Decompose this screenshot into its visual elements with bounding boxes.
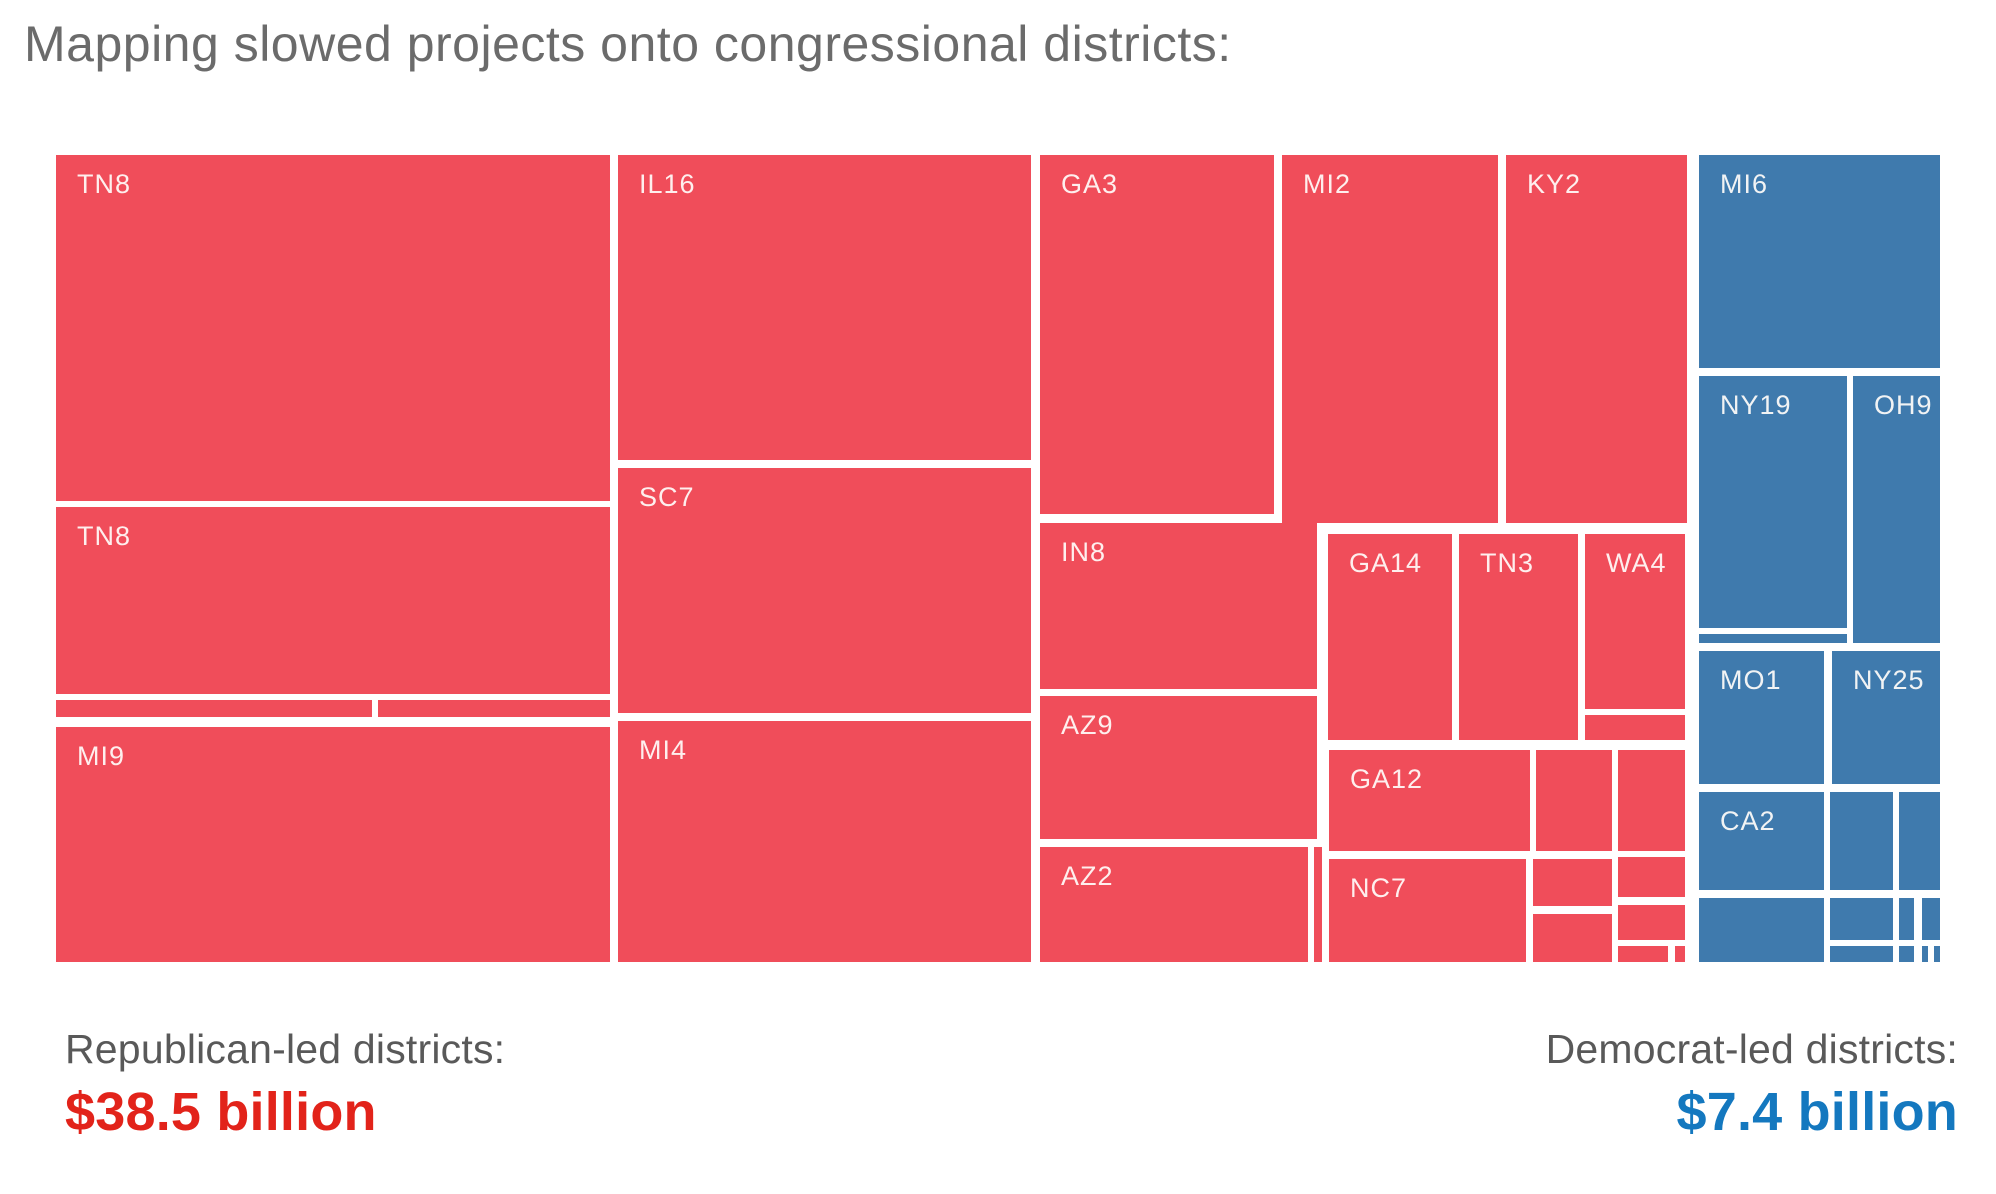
treemap-cell-unlabeled-20 <box>1536 750 1612 851</box>
treemap-cell-unlabeled-39 <box>1830 898 1893 940</box>
treemap-cell-ca2-35: CA2 <box>1699 792 1824 890</box>
treemap-cell-label: CA2 <box>1720 806 1776 836</box>
treemap-cell-mi9-4: MI9 <box>56 727 610 962</box>
treemap-cell-unlabeled-24 <box>1533 914 1612 962</box>
treemap-cell-label: NY25 <box>1853 665 1925 695</box>
treemap-cell-label: SC7 <box>639 482 695 512</box>
treemap-cell-ny25-34: NY25 <box>1832 651 1940 784</box>
republican-total-value: $38.5 billion <box>65 1082 377 1143</box>
treemap-cell-tn8-1: TN8 <box>56 507 610 694</box>
treemap-cell-label: IL16 <box>639 169 696 199</box>
democrat-total-value: $7.4 billion <box>1676 1082 1958 1143</box>
treemap-cell-label: IN8 <box>1061 537 1107 567</box>
treemap-cell-label: TN3 <box>1480 548 1535 578</box>
treemap-cell-unlabeled-28 <box>1675 946 1685 962</box>
treemap-cell-unlabeled-27 <box>1618 946 1668 962</box>
treemap-cell-label: MI6 <box>1720 169 1769 199</box>
treemap-cell-il16-5: IL16 <box>618 155 1031 460</box>
treemap-cell-unlabeled-36 <box>1830 792 1893 890</box>
treemap-cell-mo1-33: MO1 <box>1699 651 1824 784</box>
treemap-cell-unlabeled-12 <box>1314 847 1322 962</box>
treemap-cell-ga12-19: GA12 <box>1329 750 1530 851</box>
treemap-cell-label: MI2 <box>1303 169 1352 199</box>
treemap-cell-unlabeled-37 <box>1899 792 1940 890</box>
treemap-cell-label: KY2 <box>1527 169 1582 199</box>
treemap-cell-unlabeled-31 <box>1699 634 1847 643</box>
treemap-cell-sc7-6: SC7 <box>618 468 1031 713</box>
treemap-cell-label: MI9 <box>77 741 126 771</box>
treemap-cell-nc7-22: NC7 <box>1329 859 1526 962</box>
treemap-cell-ky2-14: KY2 <box>1506 155 1687 523</box>
treemap-cell-mi2-13: MI2 <box>1282 155 1498 523</box>
treemap-cell-label: TN8 <box>77 169 132 199</box>
treemap-cell-label: AZ2 <box>1061 861 1114 891</box>
treemap-cell-ny19-30: NY19 <box>1699 376 1847 628</box>
democrat-total-block: Democrat-led districts: $7.4 billion <box>1546 1024 1958 1143</box>
treemap-cell-unlabeled-25 <box>1618 857 1685 897</box>
treemap-cell-unlabeled-26 <box>1618 905 1685 940</box>
treemap-cell-label: GA14 <box>1349 548 1423 578</box>
treemap-cell-unlabeled-2 <box>56 700 372 717</box>
treemap-cell-unlabeled-18 <box>1585 715 1685 740</box>
treemap-cell-unlabeled-44 <box>1922 946 1928 962</box>
republican-total-block: Republican-led districts: $38.5 billion <box>65 1024 505 1143</box>
treemap-cell-label: AZ9 <box>1061 710 1114 740</box>
treemap-cell-label: OH9 <box>1874 390 1933 420</box>
treemap-cell-unlabeled-43 <box>1899 946 1914 962</box>
republican-total-label: Republican-led districts: <box>65 1026 506 1072</box>
treemap-cell-unlabeled-21 <box>1618 750 1685 851</box>
page-title: Mapping slowed projects onto congression… <box>24 16 1232 72</box>
treemap-cell-label: GA3 <box>1061 169 1119 199</box>
treemap-cell-label: GA12 <box>1350 764 1424 794</box>
treemap-cell-wa4-17: WA4 <box>1585 534 1685 709</box>
treemap-cell-unlabeled-41 <box>1899 898 1914 940</box>
treemap-cell-unlabeled-42 <box>1922 898 1940 940</box>
treemap-cell-label: WA4 <box>1606 548 1667 578</box>
treemap-cell-label: TN8 <box>77 521 132 551</box>
treemap-cell-unlabeled-38 <box>1699 898 1824 962</box>
treemap-cell-in8-9: IN8 <box>1040 523 1317 689</box>
treemap-cell-label: NC7 <box>1350 873 1408 903</box>
treemap-cell-ga14-15: GA14 <box>1328 534 1452 740</box>
treemap-cell-unlabeled-40 <box>1830 946 1893 962</box>
treemap-cell-label: MO1 <box>1720 665 1782 695</box>
treemap-cell-ga3-8: GA3 <box>1040 155 1274 514</box>
treemap-cell-mi6-29: MI6 <box>1699 155 1940 368</box>
treemap-cell-unlabeled-3 <box>378 700 610 717</box>
treemap-cell-az9-10: AZ9 <box>1040 696 1317 839</box>
treemap-cell-mi4-7: MI4 <box>618 721 1031 962</box>
treemap-cell-unlabeled-23 <box>1533 859 1612 906</box>
treemap-cell-label: MI4 <box>639 735 688 765</box>
treemap-cell-tn8-0: TN8 <box>56 155 610 501</box>
treemap-cell-oh9-32: OH9 <box>1853 376 1940 643</box>
treemap-cell-az2-11: AZ2 <box>1040 847 1308 962</box>
treemap-cell-unlabeled-45 <box>1934 946 1940 962</box>
treemap-cell-label: NY19 <box>1720 390 1792 420</box>
treemap-cell-tn3-16: TN3 <box>1459 534 1578 740</box>
democrat-total-label: Democrat-led districts: <box>1545 1026 1958 1072</box>
